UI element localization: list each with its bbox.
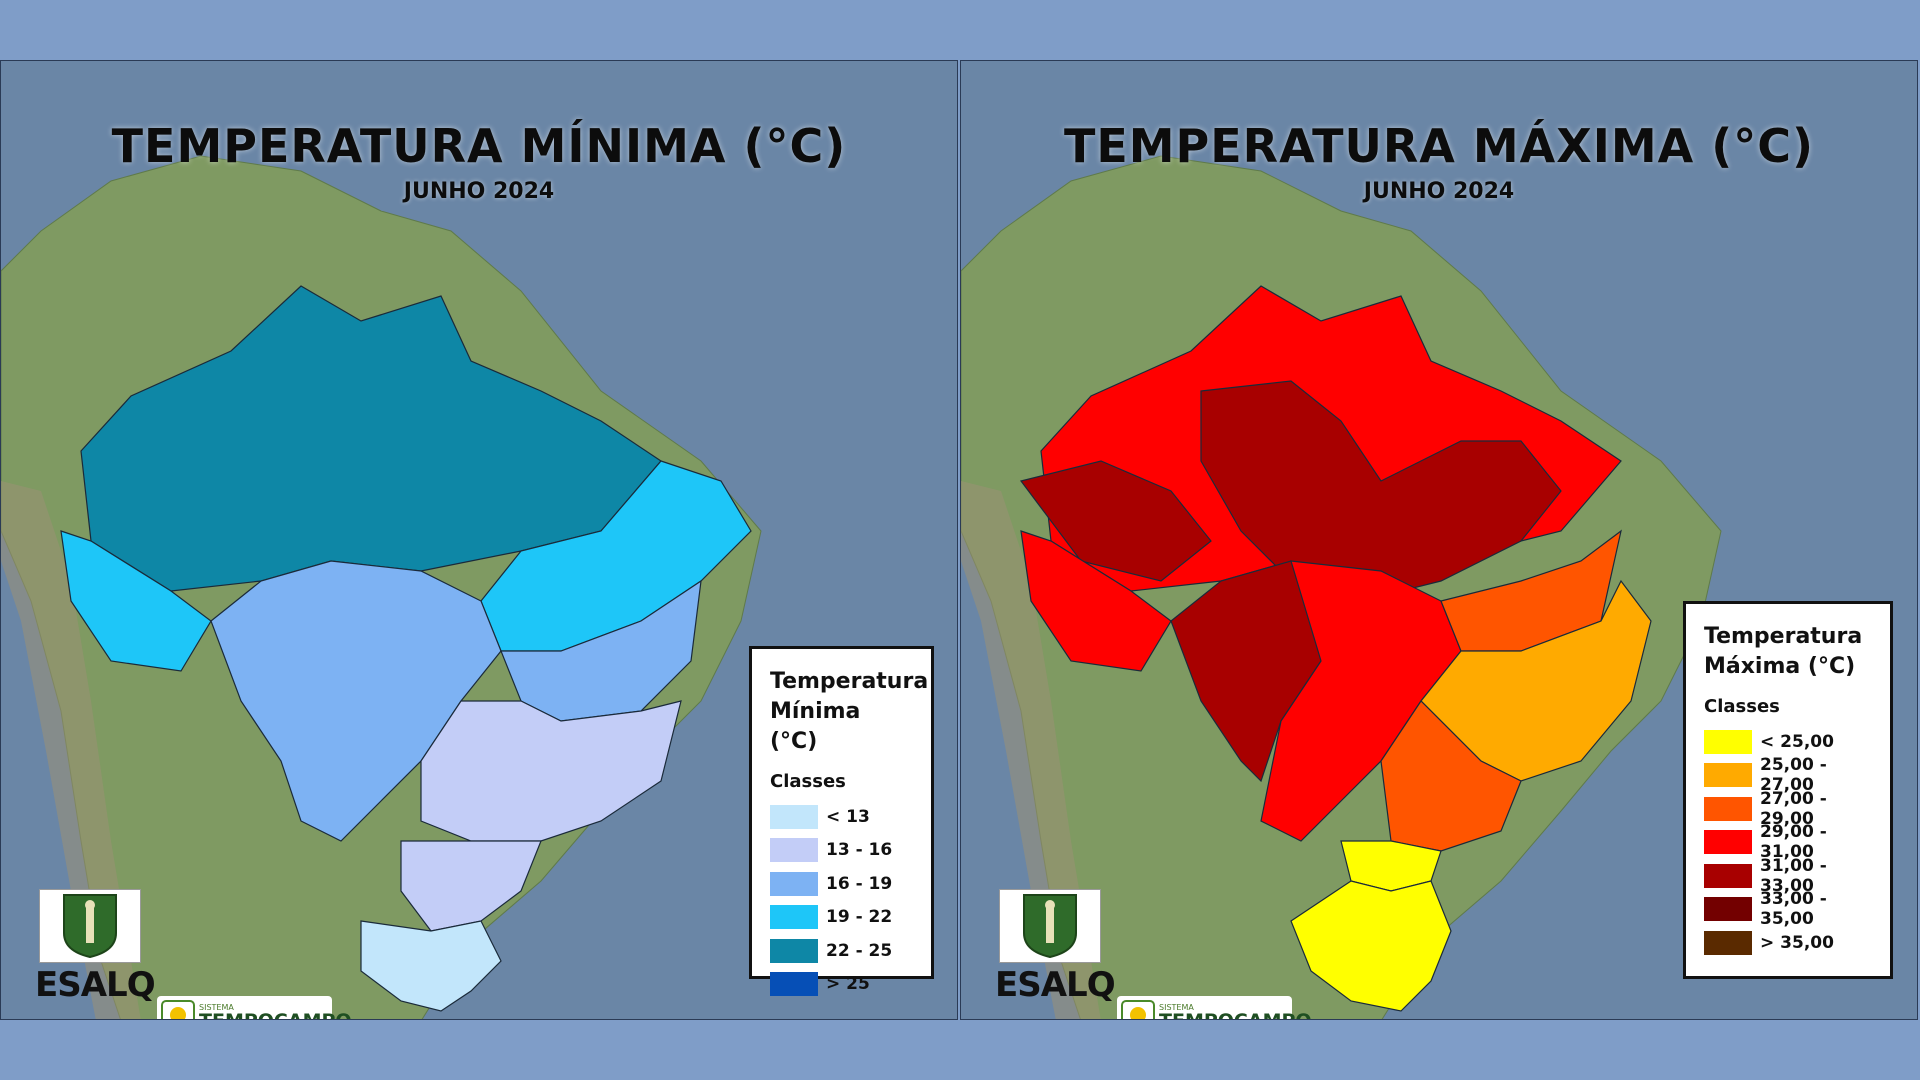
tempocampo-logo: SISTEMA TEMPOCAMPO bbox=[1117, 996, 1312, 1019]
legend-item: 25,00 - 27,00 bbox=[1704, 755, 1872, 795]
legend-swatch bbox=[770, 905, 818, 930]
legend-label: 16 - 19 bbox=[826, 873, 893, 894]
tempocampo-label: TEMPOCAMPO bbox=[199, 1011, 352, 1019]
legend-label: < 13 bbox=[826, 806, 870, 827]
legend-label: 31,00 - 33,00 bbox=[1760, 855, 1827, 896]
min-temperature-map-panel: TEMPERATURA MÍNIMA (°C) JUNHO 2024 Tempe… bbox=[0, 60, 958, 1020]
min-temperature-legend: Temperatura Mínima (°C) Classes < 13 13 … bbox=[749, 646, 934, 997]
legend-swatch bbox=[770, 838, 818, 863]
legend-item: 19 - 22 bbox=[770, 901, 913, 935]
legend-classes-label: Classes bbox=[770, 771, 846, 792]
tempocampo-sun-icon bbox=[161, 1000, 195, 1019]
legend-item: 16 - 19 bbox=[770, 867, 913, 901]
max-temperature-legend: Temperatura Máxima (°C) Classes < 25,00 … bbox=[1683, 601, 1893, 979]
legend-label: 29,00 - 31,00 bbox=[1760, 822, 1827, 863]
legend-item: 31,00 - 33,00 bbox=[1704, 855, 1872, 896]
legend-item: 33,00 - 35,00 bbox=[1704, 889, 1872, 929]
tempocampo-sun-icon bbox=[1121, 1000, 1155, 1019]
esalq-logo: ESALQ bbox=[995, 889, 1116, 1019]
legend-swatch bbox=[770, 972, 818, 997]
brazil-regions bbox=[60, 285, 752, 1012]
legend-label: 27,00 - 29,00 bbox=[1760, 788, 1827, 829]
esalq-shield-icon bbox=[999, 889, 1101, 963]
legend-swatch bbox=[770, 804, 818, 829]
legend-swatch bbox=[770, 871, 818, 896]
sistema-label: SISTEMA bbox=[1159, 1002, 1194, 1012]
legend-swatch bbox=[1704, 897, 1752, 922]
tempocampo-logo: SISTEMA TEMPOCAMPO bbox=[157, 996, 352, 1019]
legend-label: 19 - 22 bbox=[826, 907, 893, 928]
legend-item: < 13 bbox=[770, 800, 913, 834]
brazil-regions bbox=[1019, 285, 1652, 1012]
esalq-shield-icon bbox=[39, 889, 141, 963]
legend-item: 29,00 - 31,00 bbox=[1704, 822, 1872, 862]
esalq-logo: ESALQ bbox=[35, 889, 156, 1019]
legend-title-line2: Máxima (°C) bbox=[1704, 654, 1856, 679]
legend-item: 27,00 - 29,00 bbox=[1704, 788, 1872, 829]
min-temperature-map bbox=[1, 61, 957, 1019]
legend-swatch bbox=[770, 938, 818, 963]
legend-swatch bbox=[1704, 930, 1752, 955]
map-title: TEMPERATURA MÍNIMA (°C) bbox=[111, 119, 847, 173]
esalq-logo-text: ESALQ bbox=[35, 965, 156, 1005]
legend-swatch bbox=[1704, 863, 1752, 888]
andes-relief bbox=[961, 481, 1101, 1019]
tempocampo-label: TEMPOCAMPO bbox=[1159, 1011, 1312, 1019]
legend-title-line1: Temperatura bbox=[770, 669, 929, 694]
sistema-label: SISTEMA bbox=[199, 1002, 234, 1012]
legend-item: 22 - 25 bbox=[770, 934, 913, 968]
legend-item: > 35,00 bbox=[1704, 926, 1872, 960]
legend-label: 25,00 - 27,00 bbox=[1760, 755, 1827, 796]
map-title: TEMPERATURA MÁXIMA (°C) bbox=[1063, 119, 1815, 173]
legend-swatch bbox=[1704, 763, 1752, 788]
map-subtitle: JUNHO 2024 bbox=[403, 179, 555, 204]
legend-item: > 25 bbox=[770, 968, 913, 1002]
legend-swatch bbox=[1704, 796, 1752, 821]
legend-label: > 35,00 bbox=[1760, 932, 1834, 953]
legend-swatch bbox=[1704, 729, 1752, 754]
max-temperature-map-panel: TEMPERATURA MÁXIMA (°C) JUNHO 2024 Tempe… bbox=[960, 60, 1918, 1020]
legend-label: > 25 bbox=[826, 974, 870, 995]
max-temperature-map bbox=[961, 61, 1917, 1019]
legend-label: 13 - 16 bbox=[826, 840, 893, 861]
map-subtitle: JUNHO 2024 bbox=[1363, 179, 1515, 204]
legend-item: < 25,00 bbox=[1704, 725, 1872, 759]
legend-item: 13 - 16 bbox=[770, 834, 913, 868]
legend-title-line1: Temperatura bbox=[1704, 624, 1863, 649]
legend-title-line2: Mínima (°C) bbox=[770, 699, 861, 754]
andes-relief bbox=[1, 481, 141, 1019]
legend-label: 33,00 - 35,00 bbox=[1760, 889, 1827, 930]
legend-swatch bbox=[1704, 830, 1752, 855]
legend-label: < 25,00 bbox=[1760, 731, 1834, 752]
legend-label: 22 - 25 bbox=[826, 940, 893, 961]
legend-classes-label: Classes bbox=[1704, 696, 1780, 717]
esalq-logo-text: ESALQ bbox=[995, 965, 1116, 1005]
